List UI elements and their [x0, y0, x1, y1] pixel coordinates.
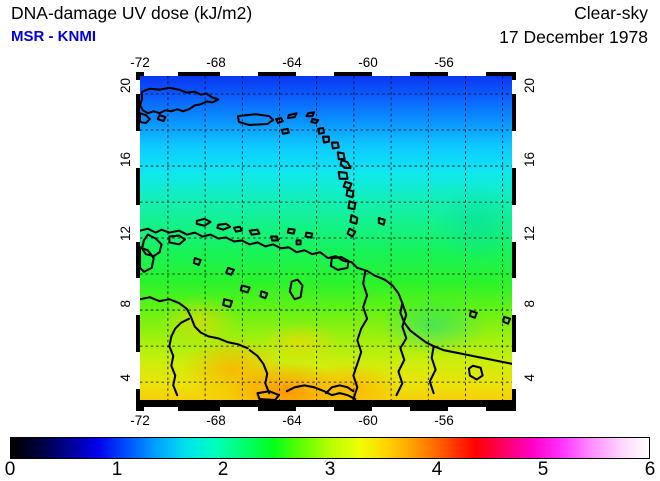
frame-tick-left: [136, 278, 140, 315]
frame-tick-top: [296, 72, 334, 76]
colorbar-tick-label: 6: [644, 459, 656, 480]
yaxis-right-tick-label: 8: [522, 300, 537, 308]
frame-tick-right: [512, 80, 516, 94]
xaxis-top-tick-label: -64: [282, 55, 302, 70]
frame-tick-left: [136, 131, 140, 168]
colorbar-tick-label: 5: [537, 459, 549, 480]
yaxis-left-tick-label: 12: [118, 226, 133, 242]
frame-tick-top: [144, 72, 178, 76]
colorbar: [10, 437, 650, 459]
xaxis-bottom-tick-label: -68: [206, 413, 226, 428]
frame-tick-bottom: [144, 407, 178, 411]
frame-tick-right: [512, 205, 516, 242]
yaxis-left-tick-label: 20: [118, 78, 133, 94]
date-label: 17 December 1978: [499, 27, 648, 47]
colorbar-tick-label: 4: [431, 459, 443, 480]
frame-tick-top: [448, 72, 486, 76]
xaxis-bottom-tick-label: -56: [434, 413, 454, 428]
yaxis-right-tick-label: 16: [522, 152, 537, 168]
xaxis-top-tick-label: -68: [206, 55, 226, 70]
colorbar-tick-label: 3: [324, 459, 336, 480]
data-source-label: MSR - KNMI: [11, 28, 96, 45]
xaxis-bottom-tick-label: -60: [358, 413, 378, 428]
frame-tick-right: [512, 352, 516, 389]
page-title: DNA-damage UV dose (kJ/m2): [11, 3, 253, 23]
colorbar-tick-label: 1: [111, 459, 123, 480]
frame-tick-left: [136, 80, 140, 94]
frame-tick-top: [220, 72, 258, 76]
frame-tick-bottom: [448, 407, 486, 411]
yaxis-right-tick-label: 4: [522, 374, 537, 382]
map-plot-area: [140, 76, 512, 407]
xaxis-bottom-tick-label: -72: [130, 413, 150, 428]
yaxis-left-tick-label: 8: [118, 300, 133, 308]
coastline-overlay: [140, 86, 512, 401]
yaxis-left-tick-label: 4: [118, 374, 133, 382]
colorbar-tick-label: 2: [217, 459, 229, 480]
frame-tick-left: [136, 205, 140, 242]
frame-tick-right: [512, 131, 516, 168]
uv-dose-field: [140, 76, 512, 401]
frame-tick-bottom: [372, 407, 410, 411]
frame-tick-left: [136, 352, 140, 389]
xaxis-top-tick-label: -56: [434, 55, 454, 70]
map-plot-frame: [136, 72, 516, 411]
sky-condition-label: Clear-sky: [574, 3, 648, 23]
yaxis-right-tick-label: 20: [522, 78, 537, 94]
xaxis-bottom-tick-label: -64: [282, 413, 302, 428]
xaxis-top-tick-label: -72: [130, 55, 150, 70]
yaxis-right-tick-label: 12: [522, 226, 537, 242]
yaxis-left-tick-label: 16: [118, 152, 133, 168]
xaxis-top-tick-label: -60: [358, 55, 378, 70]
colorbar-gradient: [10, 437, 650, 459]
colorbar-tick-label: 0: [4, 459, 16, 480]
frame-tick-top: [372, 72, 410, 76]
frame-tick-bottom: [296, 407, 334, 411]
frame-tick-bottom: [220, 407, 258, 411]
frame-tick-right: [512, 278, 516, 315]
